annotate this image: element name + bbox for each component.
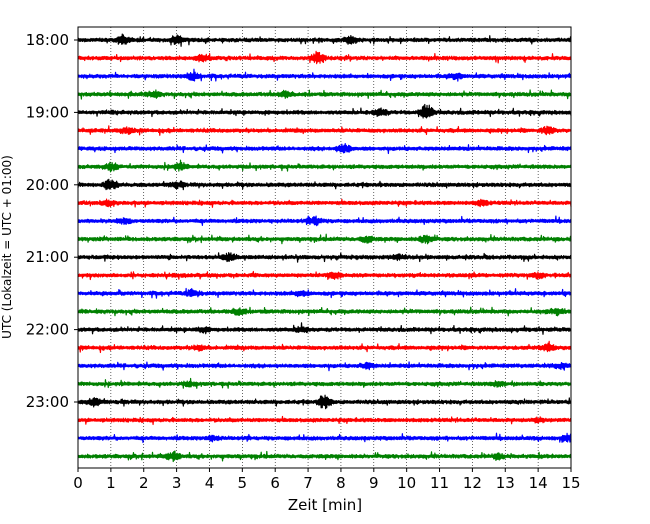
x-tick-label: 11 [430,474,449,492]
x-tick-label: 4 [205,474,215,492]
seismogram-trace [77,450,572,463]
plot-frame [77,26,572,469]
x-tick-label: 1 [106,474,116,492]
seismogram-trace [77,198,572,208]
seismogram-trace [77,432,572,444]
seismogram-trace [77,103,572,119]
seismogram-trace [77,361,572,372]
x-tick-label: 12 [463,474,482,492]
seismogram-trace [77,142,572,155]
x-tick-label: 6 [270,474,280,492]
y-tick-label: 18:00 [26,31,69,49]
seismogram-trace [77,215,572,227]
seismogram-trace [77,340,572,354]
trace-layer [77,33,572,463]
x-tick-label: 0 [73,474,83,492]
seismogram-trace [77,287,572,299]
x-tick-label: 15 [561,474,580,492]
x-tick-label: 3 [172,474,182,492]
seismogram-trace [77,68,572,82]
y-tick-label: 23:00 [26,393,69,411]
y-axis-label: UTC (Lokalzeit = UTC + 01:00) [0,155,14,339]
seismogram-trace [77,125,572,136]
x-tick-label: 14 [529,474,548,492]
x-tick-label: 2 [139,474,149,492]
x-tick-label: 13 [496,474,515,492]
seismogram-trace [77,377,572,389]
x-tick-label: 7 [303,474,313,492]
axis-layer: 0 1 2 3 4 5 6 7 8 9 10 11 12 13 14 1518:0019:0020:0021:… [26,31,581,492]
seismogram-trace [77,322,572,335]
x-tick-label: 9 [369,474,379,492]
seismogram-trace [77,33,572,47]
x-tick-label: 8 [336,474,346,492]
x-tick-label: 10 [397,474,416,492]
seismogram-trace [77,89,572,100]
seismogram-trace [77,50,572,65]
seismogram-trace [77,252,572,263]
y-tick-label: 22:00 [26,321,69,339]
seismogram-trace [77,415,572,426]
seismogram-trace [77,159,572,173]
y-tick-label: 19:00 [26,103,69,121]
seismogram-trace [77,306,572,317]
seismogram-trace [77,270,572,281]
y-tick-label: 20:00 [26,176,69,194]
seismogram-trace [77,394,572,410]
y-tick-label: 21:00 [26,248,69,266]
x-tick-label: 5 [238,474,248,492]
seismogram-trace [77,233,572,245]
seismogram-trace [77,178,572,191]
x-axis-label: Zeit [min] [288,496,362,514]
